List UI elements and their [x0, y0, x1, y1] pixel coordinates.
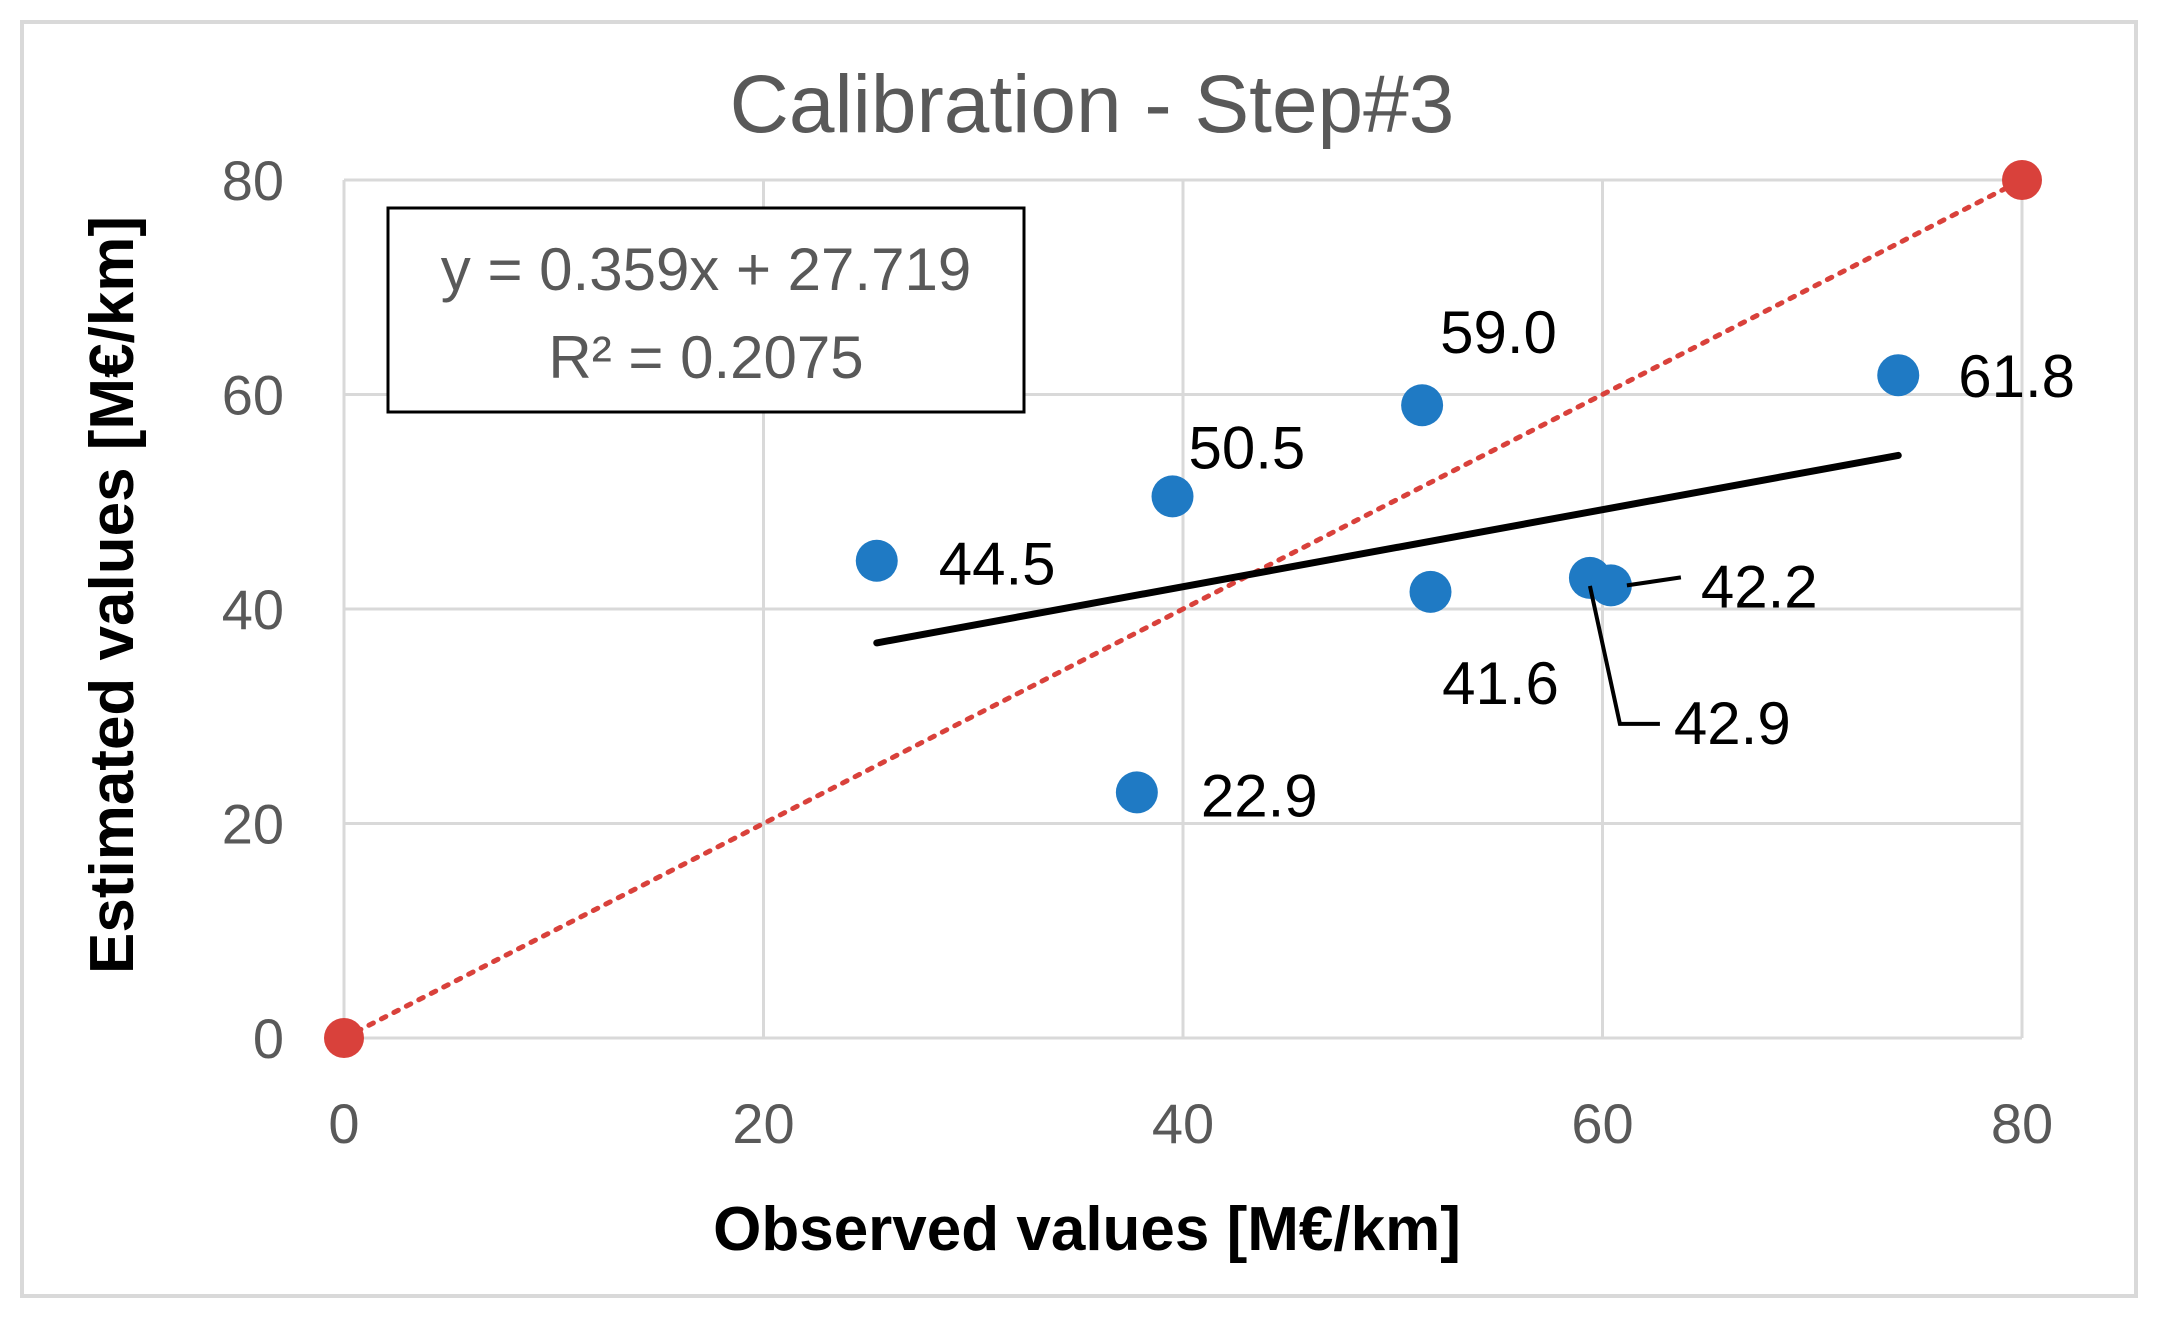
equation-box	[386, 206, 1026, 414]
y-tick-label-20: 20	[222, 793, 284, 856]
chart-frame	[20, 20, 2138, 1298]
leader-line-42-9	[1587, 585, 1660, 726]
y-tick-label-80: 80	[222, 149, 284, 212]
trendline-group	[873, 451, 1902, 647]
tick-labels: 0 20 40 60 80 0 20 40 60 80	[222, 149, 2053, 1155]
trendline-r-squared: R² = 0.2075	[548, 324, 863, 391]
data-point-7	[1877, 354, 1920, 397]
grid-lines	[342, 178, 2024, 1040]
y-tick-label-40: 40	[222, 578, 284, 641]
identity-line	[341, 177, 2025, 1041]
data-label-5: 42.9	[1674, 690, 1791, 757]
x-axis-title: Observed values [M€/km]	[713, 1195, 1461, 1264]
x-tick-label-20: 20	[732, 1092, 794, 1155]
data-point-6	[1589, 564, 1632, 607]
y-axis-title: Estimated values [M€/km]	[78, 216, 147, 974]
data-label-1: 22.9	[1201, 762, 1318, 829]
identity-line-group	[324, 160, 2042, 1058]
data-label-3: 59.0	[1440, 299, 1557, 366]
x-tick-label-0: 0	[328, 1092, 359, 1155]
data-points	[855, 354, 1920, 814]
x-tick-label-60: 60	[1571, 1092, 1633, 1155]
data-label-0: 44.5	[939, 531, 1056, 598]
data-point-0	[855, 539, 898, 582]
leader-line-42-2	[1626, 575, 1682, 588]
data-label-2: 50.5	[1189, 414, 1306, 481]
data-point-4	[1409, 570, 1452, 613]
data-label-6: 42.2	[1701, 553, 1818, 620]
x-tick-label-40: 40	[1152, 1092, 1214, 1155]
trendline	[873, 451, 1902, 647]
identity-end-marker	[2002, 160, 2042, 200]
chart-title: Calibration - Step#3	[730, 59, 1455, 150]
data-point-2	[1151, 475, 1194, 518]
y-tick-label-60: 60	[222, 364, 284, 427]
data-point-3	[1401, 384, 1444, 427]
x-tick-label-80: 80	[1991, 1092, 2053, 1155]
data-label-7: 61.8	[1958, 343, 2075, 410]
data-labels: 44.5 22.9 50.5 59.0 41.6 42.9 42.2 61.8	[939, 299, 2075, 829]
y-tick-label-0: 0	[253, 1007, 284, 1070]
trendline-equation: y = 0.359x + 27.719	[441, 236, 971, 303]
identity-start-marker	[324, 1018, 364, 1058]
data-label-4: 41.6	[1442, 650, 1559, 717]
data-point-1	[1115, 771, 1158, 814]
